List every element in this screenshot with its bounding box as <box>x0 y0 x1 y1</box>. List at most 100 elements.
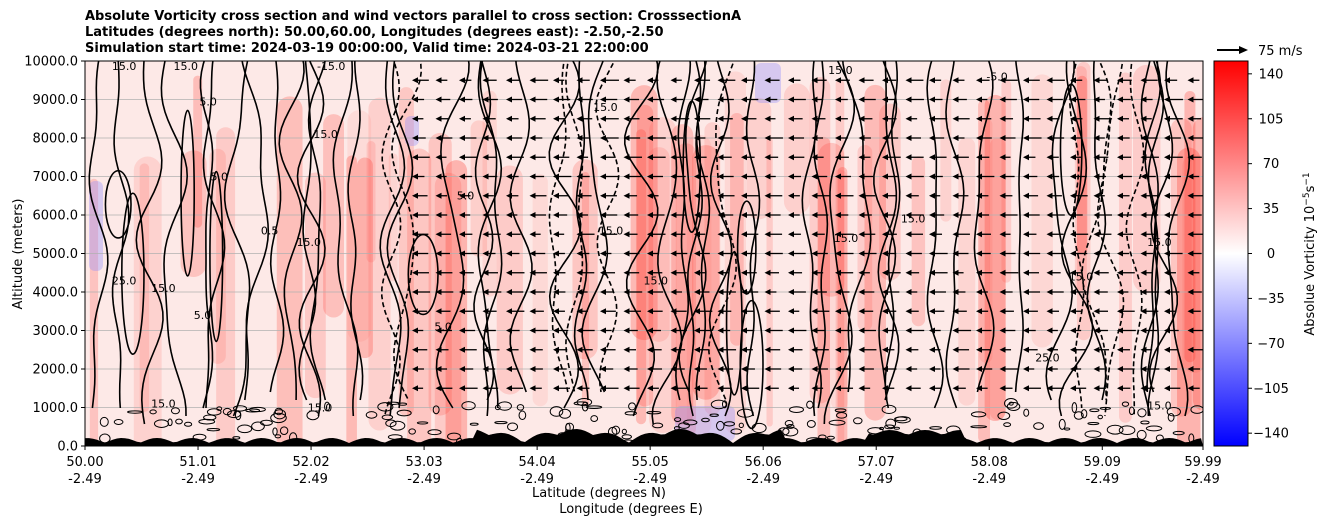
wind-vector-head <box>600 366 606 372</box>
wind-vector-head <box>1187 115 1194 122</box>
near-surface-contour <box>1128 406 1135 416</box>
wind-vector-head <box>412 96 418 103</box>
wind-vector-head <box>905 289 912 295</box>
y-tick-label: 7000.0 <box>33 170 79 185</box>
wind-vector-head <box>952 308 959 315</box>
wind-vector-head <box>1164 77 1170 84</box>
vorticity-band <box>809 77 831 404</box>
near-surface-contour <box>381 414 394 421</box>
wind-vector-head <box>670 385 677 392</box>
wind-vector-head <box>694 346 700 353</box>
near-surface-contour <box>1080 409 1088 419</box>
near-surface-contour <box>149 409 157 415</box>
wind-vector-head <box>858 366 865 372</box>
near-surface-contour <box>427 429 442 436</box>
contour-line <box>223 61 251 417</box>
wind-vector-head <box>459 231 465 238</box>
vorticity-band <box>482 90 497 297</box>
wind-vector-head <box>717 269 724 276</box>
wind-vector-head <box>647 173 653 180</box>
wind-vector-head <box>976 308 982 315</box>
x-tick-label-lon: -2.49 <box>1085 472 1119 487</box>
wind-vector-head <box>1117 135 1123 141</box>
contour-closed <box>180 109 196 277</box>
wind-vector-head <box>952 173 959 180</box>
near-surface-contour <box>701 417 710 423</box>
near-surface-contour <box>709 413 719 417</box>
near-surface-contour <box>1118 425 1136 436</box>
wind-vector-head <box>741 96 747 103</box>
wind-vector-head <box>835 212 841 218</box>
near-surface-contour <box>456 437 463 446</box>
x-tick-label-lon: -2.49 <box>407 472 441 487</box>
wind-vector-head <box>1140 115 1147 122</box>
near-surface-contour <box>710 399 727 410</box>
wind-vector-head <box>952 96 959 103</box>
wind-vector-head <box>553 77 559 84</box>
wind-vector-head <box>764 385 771 392</box>
near-surface-contour <box>611 425 621 435</box>
wind-vector-head <box>905 173 912 180</box>
near-surface-contour <box>461 401 476 411</box>
near-surface-contour <box>581 401 589 412</box>
wind-vector-head <box>1140 192 1147 199</box>
vorticity-band <box>434 172 462 446</box>
wind-vector-head <box>882 231 888 238</box>
wind-vector-head <box>459 96 465 103</box>
wind-vector-head <box>647 385 653 392</box>
contour-line <box>1081 61 1112 401</box>
wind-vector-head <box>1070 115 1076 122</box>
x-axis-label-longitude: Longitude (degrees E) <box>559 502 703 517</box>
near-surface-contour <box>721 400 728 409</box>
wind-vector-head <box>459 135 465 141</box>
near-surface-contour <box>113 419 124 425</box>
wind-vector-head <box>435 173 442 180</box>
wind-vector-head <box>670 96 677 103</box>
wind-vector-head <box>1117 385 1123 392</box>
wind-vector-head <box>882 385 888 392</box>
wind-vector-head <box>576 115 583 122</box>
colorbar-ticks: 140 105 70 35 0 −35 −70 −105 −140 <box>1248 67 1289 442</box>
wind-vector-head <box>905 366 912 372</box>
contour-label: 15.0 <box>1147 236 1172 249</box>
vorticity-band <box>89 178 99 446</box>
wind-vector-head <box>976 366 982 372</box>
y-tick-label: 9000.0 <box>33 93 79 108</box>
wind-vector-head <box>952 154 959 161</box>
wind-vector-head <box>1046 135 1053 141</box>
wind-vector-head <box>412 269 418 276</box>
wind-vector-head <box>529 115 536 122</box>
wind-vector-head <box>1164 231 1170 238</box>
near-surface-contour <box>279 426 289 435</box>
wind-vector-head <box>788 115 794 122</box>
wind-vector-head <box>1187 250 1194 257</box>
wind-vector-head <box>858 308 865 315</box>
near-surface-contour <box>377 402 394 412</box>
vorticity-band <box>445 160 468 446</box>
terrain-silhouette <box>85 429 1203 446</box>
contour-line <box>386 61 414 409</box>
x-tick-label-lon: -2.49 <box>1186 472 1220 487</box>
wind-vector-head <box>788 289 794 295</box>
contour-label: 25.0 <box>112 274 137 287</box>
wind-vector-head <box>1093 154 1100 161</box>
wind-vector-head <box>576 154 583 161</box>
near-surface-contour <box>806 437 822 444</box>
wind-vector-head <box>435 250 442 257</box>
near-surface-contour <box>867 427 884 435</box>
contour-line <box>332 61 359 417</box>
wind-vector-head <box>1070 346 1076 353</box>
near-surface-contour <box>1084 430 1102 438</box>
colorbar-tick-label: 140 <box>1259 67 1284 82</box>
wind-vector-head <box>764 212 771 218</box>
contour-label: -15.0 <box>317 60 345 73</box>
near-surface-contour <box>387 434 403 440</box>
wind-vector-head <box>788 231 794 238</box>
wind-vector-head <box>835 308 841 315</box>
near-surface-contour <box>674 417 682 422</box>
wind-vector-head <box>788 346 794 353</box>
near-surface-contour <box>1190 405 1203 414</box>
wind-vector-head <box>694 96 700 103</box>
wind-vector-head <box>435 346 442 353</box>
near-surface-contour <box>828 419 846 426</box>
